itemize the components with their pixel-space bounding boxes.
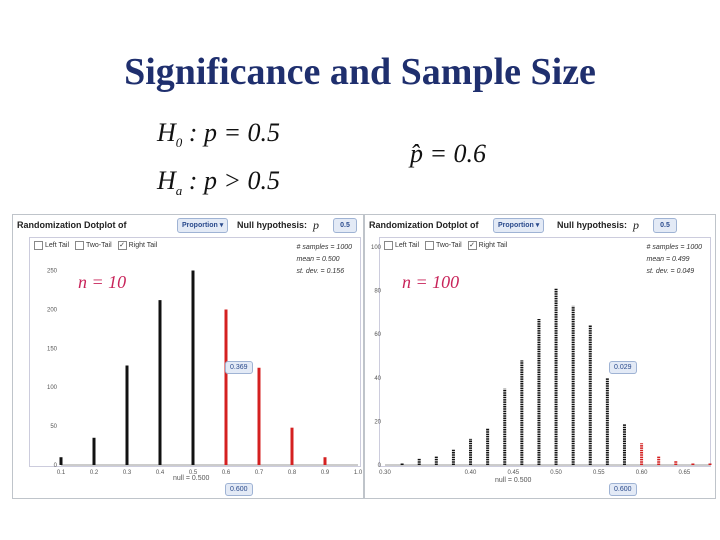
x-tick-label: 0.4 (156, 470, 165, 476)
sample-proportion: p̂ = 0.6 (410, 139, 486, 169)
x-tick-label: 0.3 (123, 470, 132, 476)
right-tail-checkbox[interactable]: ✓ (467, 241, 477, 250)
ha-subscript: a (175, 183, 183, 199)
null-value-label: null = 0.500 (495, 477, 532, 484)
x-tick-label: 0.9 (321, 470, 330, 476)
panel-header: Randomization Dotplot of Proportion ▾ Nu… (13, 215, 363, 235)
dotplot-panel-n100: Randomization Dotplot of Proportion ▾ Nu… (364, 214, 716, 499)
h0-expression: : p = 0.5 (182, 118, 280, 147)
x-tick-label: 0.5 (189, 470, 198, 476)
x-tick-label: 0.7 (255, 470, 264, 476)
slide-title: Significance and Sample Size (124, 51, 596, 93)
observed-statistic-marker[interactable]: 0.600 (609, 483, 637, 496)
y-tick-label: 100 (371, 245, 382, 251)
two-tail-checkbox[interactable] (424, 241, 434, 250)
dotplot-chart-n100: 0 20 40 60 80 100 0.30 0.40 0.45 0.50 0.55 0.60 0.65 (371, 245, 712, 476)
h0-symbol: H (157, 118, 176, 147)
right-tail-checkbox[interactable]: ✓ (117, 241, 127, 250)
phat-expression: = 0.6 (423, 139, 487, 168)
panel-title: Randomization Dotplot of (17, 220, 127, 230)
sample-size-label: n = 100 (402, 272, 460, 292)
y-tick-label: 200 (47, 307, 58, 313)
dotplot-panel-n10: Randomization Dotplot of Proportion ▾ Nu… (12, 214, 364, 499)
null-hypothesis-label: Null hypothesis: (237, 220, 308, 230)
x-tick-label: 0.55 (593, 470, 605, 476)
right-tail-label: Right Tail (128, 242, 158, 250)
null-hypothesis-symbol: p (313, 218, 319, 232)
tail-options: Left Tail Two-Tail ✓ Right Tail (384, 241, 511, 250)
stat-samples: # samples = 1000 (296, 244, 352, 251)
y-tick-label: 0 (378, 463, 382, 469)
y-tick-label: 100 (47, 385, 58, 391)
summary-stats: # samples = 1000 mean = 0.500 st. dev. =… (297, 242, 352, 278)
null-hypothesis-label: Null hypothesis: (557, 220, 628, 230)
null-hypothesis-symbol: p (633, 218, 639, 232)
left-tail-label: Left Tail (45, 242, 69, 250)
dotplot-area: Left Tail Two-Tail ✓ Right Tail # samples… (29, 237, 361, 467)
x-tick-label: 0.6 (222, 470, 231, 476)
null-hypothesis-value-input[interactable]: 0.5 (653, 218, 677, 233)
left-tail-checkbox[interactable] (384, 241, 393, 250)
stat-mean: mean = 0.500 (296, 256, 340, 263)
ha-expression: : p > 0.5 (182, 166, 280, 195)
x-tick-label: 0.40 (465, 470, 477, 476)
y-tick-label: 80 (374, 289, 381, 295)
stat-stdev: st. dev. = 0.049 (646, 268, 695, 275)
dotplot-chart-n10: 0 50 100 150 200 250 0.1 0.2 0.3 0.4 0.5 0.6 0.7 0.8 0… (47, 269, 363, 476)
panel-title: Randomization Dotplot of (369, 220, 479, 230)
upper-tail-marker[interactable]: 0.369 (225, 361, 253, 374)
alternative-hypothesis: Ha : p > 0.5 (157, 166, 280, 199)
x-tick-label: 0.65 (678, 470, 690, 476)
right-tail-label: Right Tail (478, 242, 508, 250)
stat-stdev: st. dev. = 0.156 (296, 268, 345, 275)
upper-tail-marker[interactable]: 0.029 (609, 361, 637, 374)
x-tick-label: 0.60 (636, 470, 648, 476)
sample-size-label: n = 10 (78, 272, 127, 292)
y-tick-label: 50 (50, 424, 57, 430)
two-tail-label: Two-Tail (435, 242, 462, 250)
x-tick-label: 0.1 (57, 470, 66, 476)
statistic-dropdown[interactable]: Proportion ▾ (493, 218, 545, 233)
stat-mean: mean = 0.499 (646, 256, 690, 263)
dotplot-area: Left Tail Two-Tail ✓ Right Tail # samples… (379, 237, 711, 467)
null-value-label: null = 0.500 (173, 475, 210, 482)
y-tick-label: 150 (47, 346, 58, 352)
x-tick-label: 0.30 (379, 470, 391, 476)
x-tick-label: 0.50 (550, 470, 562, 476)
null-hypothesis-value-input[interactable]: 0.5 (333, 218, 357, 233)
x-tick-label: 1.0 (354, 470, 363, 476)
panel-header: Randomization Dotplot of Proportion ▾ Nu… (365, 215, 715, 235)
y-tick-label: 60 (374, 332, 381, 338)
y-tick-label: 250 (47, 269, 58, 275)
x-tick-label: 0.45 (507, 470, 519, 476)
y-tick-label: 20 (374, 419, 381, 425)
ha-symbol: H (157, 166, 176, 195)
stat-samples: # samples = 1000 (646, 244, 702, 251)
two-tail-checkbox[interactable] (74, 241, 84, 250)
x-tick-label: 0.2 (90, 470, 99, 476)
summary-stats: # samples = 1000 mean = 0.499 st. dev. =… (647, 242, 702, 278)
two-tail-label: Two-Tail (85, 242, 112, 250)
null-hypothesis: H0 : p = 0.5 (157, 118, 280, 151)
observed-statistic-marker[interactable]: 0.600 (225, 483, 253, 496)
phat-symbol: p̂ (410, 139, 423, 168)
y-tick-label: 40 (374, 376, 381, 382)
h0-subscript: 0 (175, 135, 183, 151)
y-tick-label: 0 (54, 463, 58, 469)
statistic-dropdown[interactable]: Proportion ▾ (177, 218, 229, 233)
left-tail-label: Left Tail (395, 242, 419, 250)
left-tail-checkbox[interactable] (34, 241, 43, 250)
tail-options: Left Tail Two-Tail ✓ Right Tail (34, 241, 161, 250)
x-tick-label: 0.8 (288, 470, 297, 476)
